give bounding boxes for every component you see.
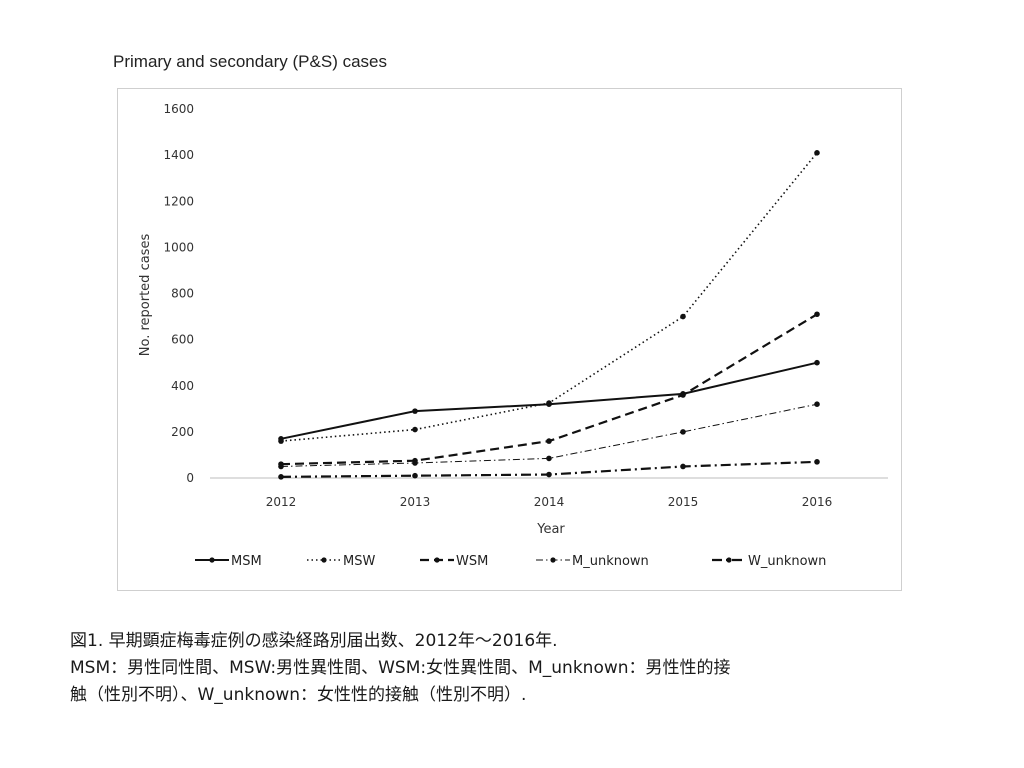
legend-item-wsm: WSM [420, 554, 488, 569]
y-tick-label: 0 [186, 471, 194, 485]
x-tick-label: 2016 [802, 495, 833, 509]
y-axis-label: No. reported cases [138, 234, 153, 357]
legend-label: W_unknown [748, 554, 826, 569]
figure-caption: 図1. 早期顕症梅毒症例の感染経路別届出数、2012年～2016年. MSM：男… [70, 628, 1000, 709]
y-tick-label: 1200 [163, 194, 194, 208]
y-tick-label: 600 [171, 333, 194, 347]
legend-marker [726, 557, 732, 563]
series-msw [278, 150, 820, 444]
data-point [546, 400, 552, 406]
data-point [680, 313, 686, 320]
data-point [278, 463, 284, 470]
x-tick-label: 2014 [534, 495, 565, 509]
series-lines [278, 150, 820, 480]
series-wsm [278, 311, 820, 467]
legend-marker [550, 557, 556, 563]
caption-line-3: 触（性別不明）、W_unknown：女性性的接触（性別不明）. [70, 685, 527, 705]
data-point [546, 438, 552, 444]
y-tick-label: 1000 [163, 240, 194, 254]
x-tick-label: 2013 [400, 495, 431, 509]
data-point [412, 426, 418, 433]
data-point [814, 401, 820, 408]
data-point [278, 438, 284, 444]
data-point [814, 311, 820, 318]
legend-item-msm: MSM [195, 554, 262, 569]
data-point [680, 463, 686, 470]
y-tick-labels: 0 200 400 600 800 1000 1200 1400 1600 [163, 102, 194, 485]
legend-item-w-unknown: W_unknown [712, 554, 826, 569]
legend: MSM MSW WSM M_unknown W_unknown [195, 554, 826, 569]
data-point [680, 392, 686, 398]
legend-label: MSM [231, 554, 262, 569]
series-w-unknown [278, 459, 820, 480]
x-tick-label: 2012 [266, 495, 297, 509]
caption-line-2: MSM：男性同性間、MSW:男性異性間、WSM:女性異性間、M_unknown：… [70, 658, 731, 678]
data-point [412, 408, 418, 414]
x-tick-label: 2015 [668, 495, 699, 509]
data-point [412, 460, 418, 466]
y-tick-label: 800 [171, 287, 194, 301]
data-point [546, 455, 552, 462]
chart-title: Primary and secondary (P&S) cases [113, 52, 387, 71]
data-point [814, 150, 820, 156]
y-tick-label: 200 [171, 425, 194, 439]
data-point [412, 472, 418, 479]
x-axis-label: Year [536, 522, 565, 537]
data-point [680, 429, 686, 435]
series-m-unknown [278, 401, 820, 470]
data-point [814, 459, 820, 465]
legend-label: MSW [343, 554, 375, 569]
data-point [546, 471, 552, 478]
chart-frame [117, 88, 902, 591]
legend-label: WSM [456, 554, 488, 569]
legend-marker [209, 557, 215, 563]
y-tick-label: 1600 [163, 102, 194, 116]
legend-item-msw: MSW [307, 554, 375, 569]
data-point [814, 359, 820, 366]
x-tick-labels: 2012 2013 2014 2015 2016 [266, 495, 833, 509]
legend-item-m-unknown: M_unknown [536, 554, 649, 569]
line-chart: No. reported cases Year 0 200 400 600 800 100… [138, 102, 888, 569]
y-tick-label: 400 [171, 379, 194, 393]
legend-marker [434, 557, 440, 563]
data-point [278, 474, 284, 480]
series-line [280, 152, 818, 442]
legend-label: M_unknown [572, 554, 649, 569]
y-tick-label: 1400 [163, 148, 194, 162]
series-line [280, 403, 818, 467]
legend-marker [321, 557, 327, 563]
caption-line-1: 図1. 早期顕症梅毒症例の感染経路別届出数、2012年～2016年. [70, 631, 558, 651]
